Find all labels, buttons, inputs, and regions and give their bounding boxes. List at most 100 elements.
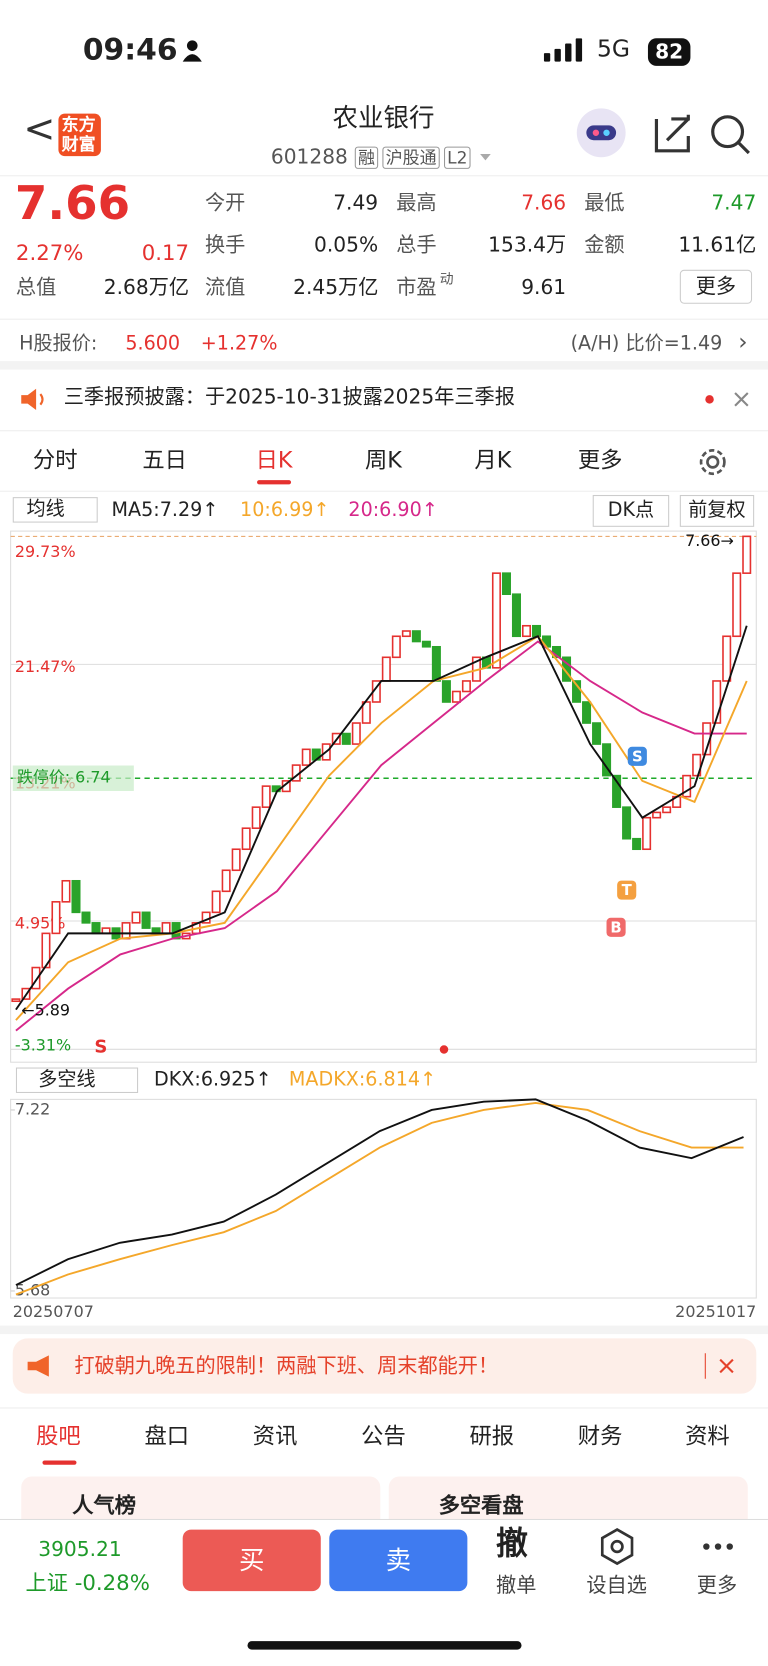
card-title: 人气榜 [72,1492,136,1518]
plot-frame [10,530,757,1063]
time: 09:46 [82,31,178,67]
more-button[interactable]: 更多 [679,269,753,304]
stock-name: 农业银行 [332,103,435,133]
field-value: 0.05% [314,233,379,258]
field-value: 7.49 [333,191,379,215]
cancel-label[interactable]: 撤单 [496,1574,537,1598]
watch-icon[interactable] [598,1527,636,1566]
more-icon[interactable] [701,1538,735,1555]
buy-button[interactable]: 买 [182,1529,321,1592]
indicator-line [15,635,748,1021]
candle [31,966,41,990]
candle [211,890,221,914]
field-label: 市盈 [396,276,437,300]
more-label[interactable]: 更多 [696,1574,738,1598]
indicator-line [15,640,747,1032]
candle [421,640,431,648]
candle [131,911,141,924]
candle [81,911,91,924]
back-button[interactable]: < [23,107,56,151]
tab[interactable]: 股吧 [36,1423,81,1449]
tab[interactable]: 研报 [469,1423,515,1449]
index-change: 上证 -0.28% [25,1569,150,1596]
divider [0,1407,768,1409]
ah-ratio: (A/H) 比价=1.49 [570,332,723,355]
h-price: 5.600 [125,332,181,355]
notice[interactable]: 三季报预披露：于2025-10-31披露2025年三季报 [63,385,515,409]
candle [592,722,602,745]
tab[interactable]: 资料 [685,1423,730,1449]
tag: 融 [354,146,379,170]
limit-label: 跌停价: 6.74 [17,768,111,787]
candle [722,635,732,682]
field-label: 最高 [396,191,437,215]
settings-icon[interactable] [697,446,729,478]
tab[interactable]: 日K [255,447,293,473]
signal: T [622,881,633,899]
gap [0,1325,768,1335]
tab[interactable]: 资讯 [252,1423,298,1449]
candle [381,656,391,682]
tab[interactable]: 周K [364,447,402,473]
speaker-icon [21,388,44,411]
candle [652,811,662,819]
signal: S [632,747,643,765]
banner-text[interactable]: 打破朝九晚五的限制！两融下班、周末都能开！ [74,1354,499,1378]
ma20-label: 20:6.90↑ [348,499,438,522]
candle [241,827,251,851]
tab[interactable]: 更多 [577,447,623,473]
candle [391,635,401,659]
field-label: 今开 [205,191,246,215]
tag: 沪股通 [382,146,440,170]
candle [51,901,61,935]
divider [0,175,768,177]
dk-button[interactable]: DK点 [592,494,670,527]
card-title: 多空看盘 [438,1492,524,1518]
candle [501,572,511,595]
notice-controls[interactable] [701,389,754,410]
candle [521,624,532,638]
tab[interactable]: 盘口 [144,1423,190,1449]
dkx-select[interactable]: 多空线 [15,1067,139,1094]
tab-underline [257,480,292,485]
tab[interactable]: 公告 [361,1423,406,1449]
ma-select[interactable]: 均线 [12,497,98,523]
candle [451,690,461,703]
header-icons[interactable] [574,106,755,159]
battery: 82 [647,38,691,66]
gap [0,361,768,370]
sell-button[interactable]: 卖 [329,1529,468,1592]
h-label: H股报价: [19,332,98,355]
logo: 东方 财富 [58,113,101,157]
banner[interactable] [12,1338,757,1394]
field-label: 流值 [205,276,246,300]
field-value: 7.47 [711,191,757,215]
stock-code: 601288 [270,145,348,169]
candle [71,879,81,914]
limit-box [12,765,134,791]
end-date: 20251017 [675,1302,757,1322]
tab[interactable]: 财务 [577,1423,623,1449]
watch-label[interactable]: 设自选 [586,1574,647,1598]
tab[interactable]: 分时 [32,447,78,473]
field-value: 153.4万 [488,233,567,258]
adjust-button[interactable]: 前复权 [679,494,755,527]
change-pct: 2.27% [15,240,84,266]
tab[interactable]: 月K [474,447,512,473]
candle [91,922,101,935]
candle [261,785,271,808]
candle [622,806,632,840]
field-value: 11.61亿 [678,233,757,258]
candle [351,722,361,745]
divider [0,490,768,492]
cancel-icon[interactable]: 撤 [496,1525,528,1563]
field-value: 2.45万亿 [293,276,379,300]
banner-close[interactable] [701,1351,743,1381]
indicator-line [15,625,748,1011]
divider [0,430,768,432]
candle [732,572,742,638]
dropdown-icon[interactable] [478,152,493,163]
tab[interactable]: 五日 [142,447,187,473]
candle [341,732,351,745]
